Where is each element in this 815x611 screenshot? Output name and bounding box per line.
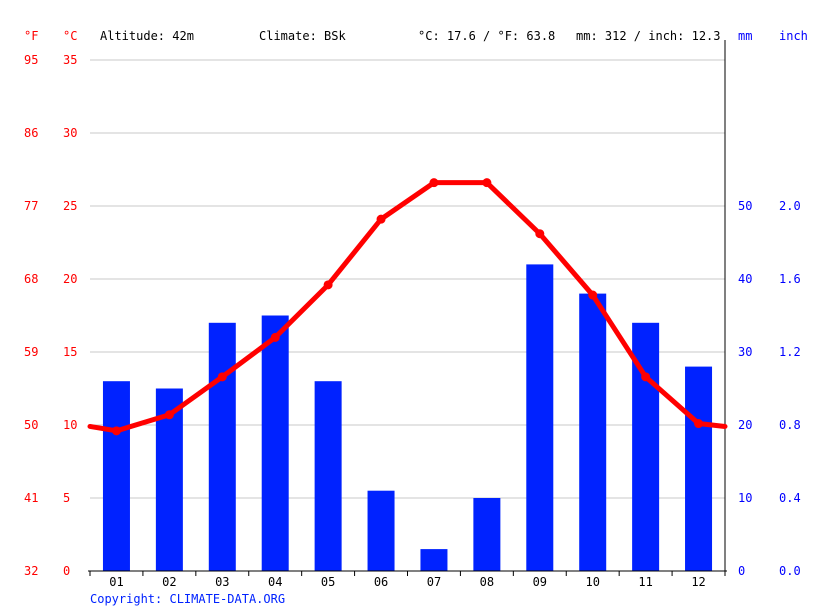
- celsius-tick-label: 15: [63, 345, 77, 359]
- fahrenheit-tick-label: 50: [24, 418, 38, 432]
- temperature-point: [270, 332, 280, 342]
- temperature-point: [111, 426, 121, 436]
- precipitation-bars: [102, 264, 713, 571]
- precipitation-total-label: mm: 312 / inch: 12.3: [576, 29, 721, 43]
- inch-tick-label: 0.4: [779, 491, 801, 505]
- temperature-point: [429, 178, 439, 188]
- precipitation-bar: [208, 322, 236, 571]
- temperature-point: [164, 410, 174, 420]
- mm-tick-label: 30: [738, 345, 752, 359]
- precipitation-bar: [420, 549, 448, 571]
- inch-tick-label: 0.0: [779, 564, 801, 578]
- fahrenheit-tick-label: 77: [24, 199, 38, 213]
- temperature-point: [376, 214, 386, 224]
- month-label: 07: [427, 575, 441, 589]
- temperature-point: [482, 178, 492, 188]
- celsius-tick-label: 35: [63, 53, 77, 67]
- month-label: 12: [691, 575, 705, 589]
- month-label: 06: [374, 575, 388, 589]
- inch-tick-label: 1.6: [779, 272, 801, 286]
- month-label: 09: [533, 575, 547, 589]
- average-temperature-label: °C: 17.6 / °F: 63.8: [418, 29, 555, 43]
- temperature-point: [217, 372, 227, 382]
- fahrenheit-unit-label: °F: [24, 29, 38, 43]
- mm-tick-label: 50: [738, 199, 752, 213]
- grid-lines: [90, 59, 725, 572]
- precipitation-bar: [579, 293, 607, 571]
- tick-labels: 0 32 5 41 10 50 15 59 20 68 25 77 30 86 35 95 0 0.0 10 0.4 2…: [24, 53, 801, 589]
- celsius-unit-label: °C: [63, 29, 77, 43]
- celsius-tick-label: 20: [63, 272, 77, 286]
- mm-unit-label: mm: [738, 29, 752, 43]
- copyright-footer: Copyright: CLIMATE-DATA.ORG: [90, 592, 285, 606]
- inch-tick-label: 2.0: [779, 199, 801, 213]
- fahrenheit-tick-label: 59: [24, 345, 38, 359]
- month-label: 02: [162, 575, 176, 589]
- precipitation-bar: [526, 264, 554, 571]
- inch-tick-label: 1.2: [779, 345, 801, 359]
- fahrenheit-tick-label: 32: [24, 564, 38, 578]
- month-label: 08: [480, 575, 494, 589]
- mm-tick-label: 40: [738, 272, 752, 286]
- precipitation-bar: [367, 490, 395, 571]
- mm-tick-label: 10: [738, 491, 752, 505]
- axes: [88, 40, 727, 576]
- month-label: 11: [638, 575, 652, 589]
- celsius-tick-label: 10: [63, 418, 77, 432]
- month-label: 01: [109, 575, 123, 589]
- temperature-series-line: [87, 180, 728, 434]
- mm-tick-label: 20: [738, 418, 752, 432]
- inch-unit-label: inch: [779, 29, 808, 43]
- fahrenheit-tick-label: 86: [24, 126, 38, 140]
- fahrenheit-tick-label: 41: [24, 491, 38, 505]
- inch-tick-label: 0.8: [779, 418, 801, 432]
- altitude-label: Altitude: 42m: [100, 29, 194, 43]
- month-label: 05: [321, 575, 335, 589]
- celsius-tick-label: 25: [63, 199, 77, 213]
- celsius-tick-label: 0: [63, 564, 70, 578]
- celsius-tick-label: 30: [63, 126, 77, 140]
- temperature-point: [694, 419, 704, 429]
- month-label: 03: [215, 575, 229, 589]
- temperature-point: [323, 280, 333, 290]
- precipitation-bar: [102, 381, 130, 571]
- precipitation-bar: [261, 315, 289, 571]
- celsius-tick-label: 5: [63, 491, 70, 505]
- precipitation-bar: [473, 498, 501, 571]
- climate-label: Climate: BSk: [259, 29, 346, 43]
- fahrenheit-tick-label: 68: [24, 272, 38, 286]
- temperature-point: [641, 372, 651, 382]
- month-label: 10: [585, 575, 599, 589]
- precipitation-bar: [685, 366, 713, 571]
- temperature-point: [535, 229, 545, 239]
- fahrenheit-tick-label: 95: [24, 53, 38, 67]
- temperature-line: [87, 178, 728, 436]
- precipitation-bar: [314, 381, 342, 571]
- month-label: 04: [268, 575, 282, 589]
- temperature-point: [588, 290, 598, 300]
- mm-tick-label: 0: [738, 564, 745, 578]
